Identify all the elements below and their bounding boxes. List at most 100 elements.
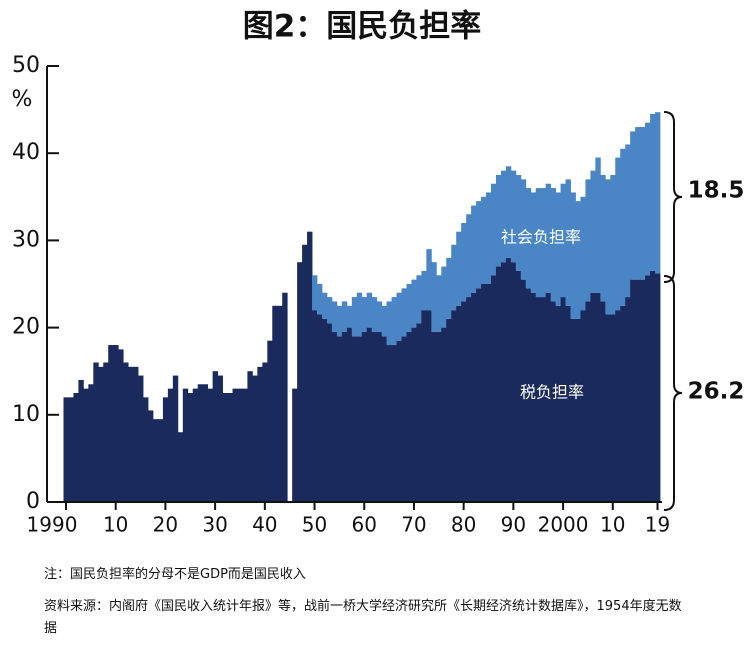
bar-segment (326, 297, 333, 324)
bar-segment (83, 388, 89, 502)
bar-segment (421, 270, 427, 311)
bar-segment (297, 262, 303, 502)
bar-segment (202, 384, 209, 502)
bar-segment (500, 170, 507, 263)
bar-segment (113, 345, 119, 502)
bar-segment (486, 284, 492, 502)
bar-segment (610, 175, 616, 315)
bar-segment (456, 231, 462, 306)
annotation: 18.5 (688, 178, 745, 204)
bar-segment (540, 297, 547, 502)
bar-segment (650, 113, 656, 271)
bar-segment (346, 305, 353, 328)
bar-segment (520, 279, 527, 502)
bar-segment (590, 292, 596, 502)
x-tick-label: 40 (252, 513, 277, 537)
bar-segment (351, 336, 358, 502)
bar-segment (615, 157, 621, 311)
bar-segment (431, 262, 437, 332)
bar-segment (401, 336, 407, 502)
bar-segment (436, 331, 442, 502)
bar-segment (391, 345, 397, 502)
bar-segment (416, 323, 422, 502)
bar-segment (530, 192, 537, 293)
bar-segment (590, 170, 596, 293)
bar-segment (446, 257, 452, 319)
bar-segment (575, 318, 581, 502)
bar-segment (426, 249, 432, 311)
x-tick-label: 50 (302, 513, 327, 537)
bar-segment (510, 262, 517, 502)
bar-segment (138, 375, 144, 502)
bar-segment (461, 222, 467, 302)
bar-segment (411, 327, 417, 502)
bar-segment (128, 366, 134, 502)
bar-segment (426, 310, 432, 502)
bar-segment (655, 112, 661, 274)
bar-segment (565, 179, 571, 306)
bar-segment (640, 279, 646, 502)
bar-segment (630, 131, 636, 280)
bar-segment (272, 305, 278, 502)
bar-segment (495, 175, 502, 267)
bar-segment (560, 183, 566, 298)
bar-segment (108, 345, 114, 502)
bar-segment (366, 292, 373, 328)
bar-segment (471, 205, 477, 293)
bar-segment (466, 214, 472, 298)
bar-segment (466, 297, 472, 502)
chart-title: 图2：国民负担率 (243, 9, 482, 45)
bar-segment (88, 384, 94, 502)
bar-segment (655, 273, 661, 502)
y-tick-label: 0 (26, 489, 40, 514)
bar-segment (277, 305, 283, 502)
y-unit: % (12, 87, 33, 112)
bar-segment (600, 175, 606, 302)
bar-segment (346, 327, 353, 502)
bar-segment (282, 292, 288, 502)
bar-segment (317, 314, 323, 502)
bar-segment (366, 327, 373, 502)
note: 注：国民负担率的分母不是GDP而是国民收入 (44, 567, 306, 582)
bar-segment (535, 297, 542, 502)
bar-segment (302, 244, 308, 502)
bar-segment (490, 275, 497, 502)
x-tick-label: 60 (352, 513, 377, 537)
bar-segment (371, 331, 378, 502)
bar-segment (620, 148, 626, 306)
bar-segment (331, 331, 338, 502)
bar-segment (381, 336, 388, 502)
bar-segment (326, 323, 333, 502)
bar-segment (312, 275, 318, 311)
bar-segment (292, 388, 298, 502)
bar-segment (361, 297, 368, 332)
bar-segment (530, 292, 537, 502)
source: 资料来源：内阁府《国民收入统计年报》等，战前一桥大学经济研究所《长期经济统计数据… (44, 599, 682, 636)
bar-segment (645, 122, 651, 276)
bar-segment (68, 397, 74, 502)
bar-segment (510, 170, 517, 263)
bar-segment (525, 288, 532, 502)
bar-segment (312, 310, 318, 502)
bar-segment (605, 179, 611, 315)
bar-segment (242, 388, 248, 502)
bar-segment (575, 201, 581, 319)
bar-segment (580, 310, 586, 502)
bar-segment (515, 175, 522, 271)
bar-segment (610, 314, 616, 502)
bar-segment (560, 297, 566, 502)
bar-segment (625, 144, 631, 298)
bar-segment (490, 183, 497, 276)
bar-segment (351, 297, 358, 337)
bar-segment (635, 279, 641, 502)
bar-segment (222, 393, 228, 502)
x-tick-label: 90 (501, 513, 526, 537)
bar-segment (341, 301, 348, 332)
bar-segment (172, 375, 179, 502)
bar-segment (545, 183, 552, 293)
bar-segment (63, 397, 69, 502)
bar-segment (620, 305, 626, 502)
bar-segment (481, 196, 487, 284)
